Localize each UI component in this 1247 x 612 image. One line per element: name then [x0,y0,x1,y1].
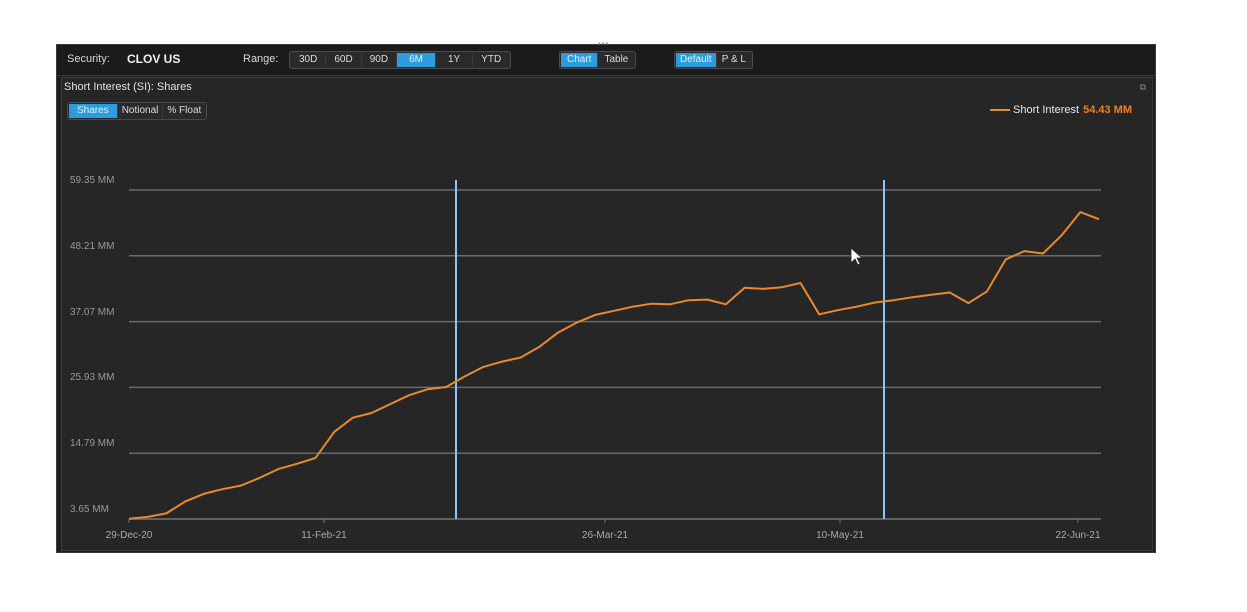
legend-series-name: Short Interest [1013,104,1080,116]
range-90d-button[interactable]: 90D [362,53,398,67]
toolbar: ••• Security: CLOV US Range: 30D 60D 90D… [57,40,1155,76]
x-tick-label: 29-Dec-20 [105,530,153,541]
range-60d-button[interactable]: 60D [326,53,362,67]
shares-metric-button[interactable]: Shares [69,104,118,118]
pnl-mode-button[interactable]: P & L [721,54,746,65]
y-tick-label: 48.21 MM [70,240,115,252]
y-tick-label: 14.79 MM [70,438,115,450]
float-metric-button[interactable]: % Float [167,105,202,116]
short-interest-window: ••• Security: CLOV US Range: 30D 60D 90D… [56,40,1156,553]
short-interest-line [128,211,1100,520]
notional-metric-button[interactable]: Notional [118,104,164,118]
range-label: Range: [243,53,279,65]
x-axis-ticks [128,519,1079,523]
restore-window-icon[interactable]: ⧉ [1139,82,1146,92]
default-mode-button[interactable]: Default [676,53,717,67]
chart-plot-area[interactable] [62,78,1152,550]
view-selector: Chart Table [559,51,637,69]
range-1y-button[interactable]: 1Y [436,53,474,67]
table-view-button[interactable]: Table [604,54,629,65]
mouse-cursor-icon [850,247,864,266]
x-tick-label: 26-Mar-21 [581,530,629,541]
range-ytd-button[interactable]: YTD [481,54,502,65]
mode-selector: Default P & L [674,51,753,69]
x-tick-label: 22-Jun-21 [1055,530,1101,541]
range-6m-button[interactable]: 6M [397,53,436,67]
legend-swatch [990,109,1011,111]
chart-panel: Short Interest (SI): Shares ⧉ Shares Not… [61,77,1153,551]
y-tick-label: 37.07 MM [70,306,115,318]
security-value[interactable]: CLOV US [127,52,181,66]
chart-legend: Short Interest 54.43 MM [990,104,1132,116]
y-tick-label: 25.93 MM [70,372,115,384]
x-tick-label: 10-May-21 [816,530,864,541]
legend-current-value: 54.43 MM [1083,104,1132,116]
y-tick-label: 59.35 MM [70,175,115,186]
drag-handle-icon[interactable]: ••• [598,39,610,48]
chart-view-button[interactable]: Chart [561,53,599,67]
x-tick-label: 11-Feb-21 [301,530,347,541]
panel-title: Short Interest (SI): Shares [64,81,192,93]
security-label: Security: [67,53,110,65]
range-selector: 30D 60D 90D 6M 1Y YTD [289,51,512,69]
range-30d-button[interactable]: 30D [291,53,327,67]
y-tick-label: 3.65 MM [70,504,109,515]
metric-selector: Shares Notional % Float [67,102,208,120]
